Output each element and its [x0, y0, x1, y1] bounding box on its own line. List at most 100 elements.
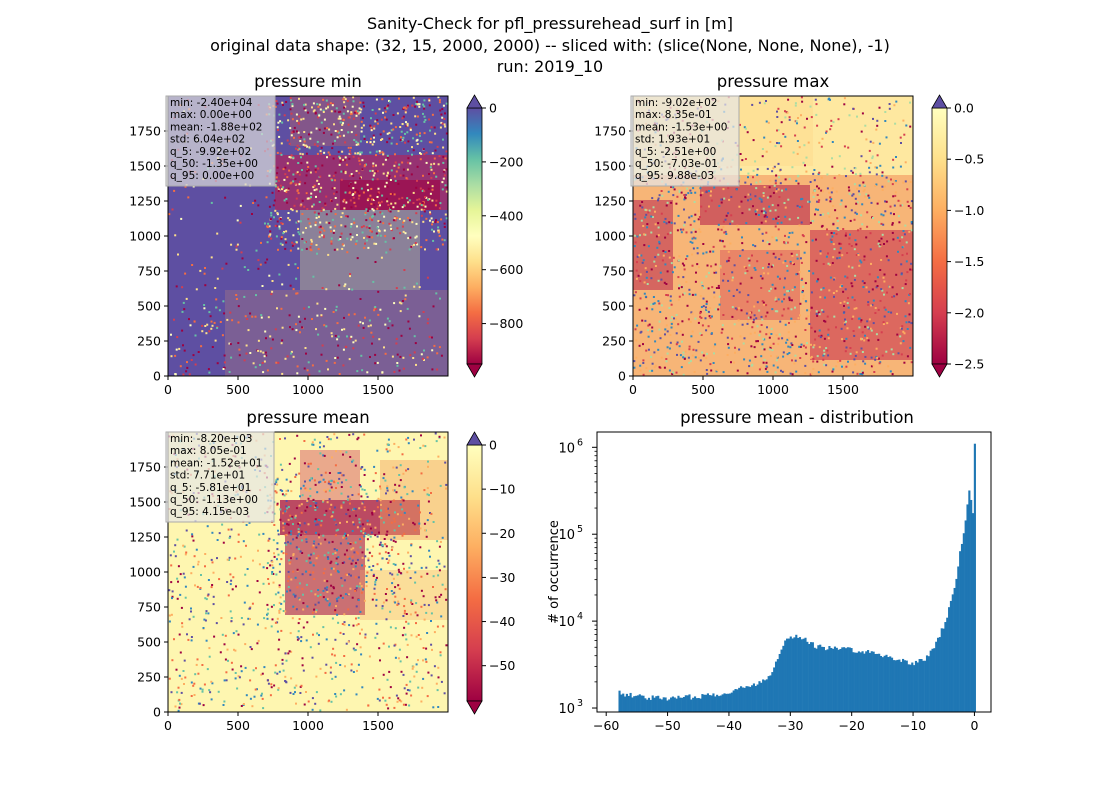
- map-pixel: [633, 360, 636, 363]
- map-pixel: [693, 201, 696, 203]
- map-pixel: [262, 351, 265, 354]
- histogram-bar: [830, 647, 833, 712]
- map-pixel: [290, 134, 293, 137]
- map-pixel: [415, 622, 417, 625]
- map-pixel: [174, 705, 177, 708]
- map-pixel: [760, 221, 763, 224]
- map-pixel: [312, 633, 314, 636]
- map-pixel: [831, 157, 833, 160]
- map-pixel: [375, 242, 378, 245]
- map-pixel: [339, 110, 342, 113]
- map-pixel: [394, 540, 397, 543]
- map-pixel: [281, 222, 284, 225]
- map-pixel: [359, 632, 361, 635]
- map-pixel: [847, 360, 849, 363]
- map-pixel: [721, 328, 724, 331]
- map-pixel: [381, 605, 384, 608]
- colorbar: [931, 107, 948, 365]
- map-pixel: [693, 220, 696, 223]
- map-pixel: [365, 575, 368, 577]
- map-pixel: [762, 337, 765, 340]
- map-pixel: [839, 247, 842, 250]
- histogram-bar: [802, 638, 805, 712]
- stats-line: std: 1.93e+01: [635, 134, 710, 146]
- map-pixel: [377, 313, 380, 316]
- map-pixel: [215, 306, 218, 309]
- map-pixel: [443, 118, 446, 120]
- map-pixel: [418, 134, 421, 137]
- map-pixel: [827, 328, 830, 331]
- map-pixel: [302, 484, 305, 487]
- map-pixel: [291, 209, 294, 212]
- map-pixel: [360, 585, 363, 588]
- map-pixel: [868, 171, 871, 174]
- map-pixel: [406, 124, 409, 127]
- y-tick-label: 500: [137, 299, 161, 314]
- map-pixel: [388, 559, 391, 562]
- map-pixel: [738, 348, 741, 351]
- map-pixel: [696, 252, 699, 255]
- map-pixel: [381, 194, 384, 197]
- histogram-bar: [660, 699, 663, 712]
- map-pixel: [389, 572, 392, 575]
- map-pixel: [635, 269, 638, 272]
- map-pixel: [644, 233, 647, 236]
- map-pixel: [766, 216, 769, 218]
- map-pixel: [649, 330, 651, 333]
- map-pixel: [413, 243, 415, 246]
- map-pixel: [326, 127, 329, 129]
- map-pixel: [705, 303, 708, 305]
- map-pixel: [305, 691, 307, 693]
- map-pixel: [316, 302, 319, 305]
- map-pixel: [645, 276, 648, 279]
- map-pixel: [776, 129, 778, 132]
- map-pixel: [365, 219, 368, 222]
- map-pixel: [294, 514, 297, 517]
- map-pixel: [351, 555, 354, 558]
- map-pixel: [184, 585, 187, 588]
- map-pixel: [332, 586, 335, 589]
- map-pixel: [293, 686, 296, 689]
- map-pixel: [303, 107, 306, 110]
- histogram-bar: [679, 697, 682, 712]
- map-pixel: [700, 306, 703, 308]
- histogram-bars: [618, 443, 976, 712]
- map-pixel: [654, 265, 657, 267]
- map-pixel: [359, 298, 362, 300]
- map-pixel: [423, 603, 426, 606]
- map-pixel: [804, 329, 807, 331]
- map-pixel: [829, 98, 831, 101]
- map-pixel: [829, 200, 832, 203]
- map-pixel: [226, 558, 229, 561]
- map-pixel: [349, 273, 352, 275]
- map-pixel: [747, 193, 750, 196]
- map-pixel: [342, 112, 345, 115]
- map-pixel: [664, 328, 667, 331]
- map-pixel: [681, 333, 684, 336]
- map-pixel: [337, 111, 340, 114]
- histogram-bar: [848, 647, 851, 712]
- map-pixel: [888, 285, 891, 288]
- map-pixel: [799, 257, 802, 260]
- map-pixel: [766, 196, 769, 199]
- map-pixel: [324, 671, 327, 674]
- map-pixel: [910, 322, 913, 325]
- map-pixel: [894, 191, 897, 194]
- map-pixel: [177, 565, 180, 568]
- map-pixel: [349, 456, 352, 458]
- map-pixel: [375, 170, 378, 173]
- map-pixel: [712, 245, 715, 248]
- map-pixel: [345, 163, 348, 166]
- map-pixel: [310, 131, 313, 134]
- map-pixel: [379, 308, 382, 311]
- map-pixel: [831, 165, 834, 168]
- map-pixel: [881, 171, 884, 174]
- map-pixel: [314, 504, 317, 507]
- map-pixel: [439, 109, 442, 112]
- map-pixel: [353, 139, 356, 141]
- map-pixel: [341, 328, 343, 331]
- map-pixel: [425, 660, 428, 663]
- map-pixel: [360, 226, 363, 229]
- map-pixel: [273, 524, 276, 526]
- map-pixel: [377, 497, 380, 500]
